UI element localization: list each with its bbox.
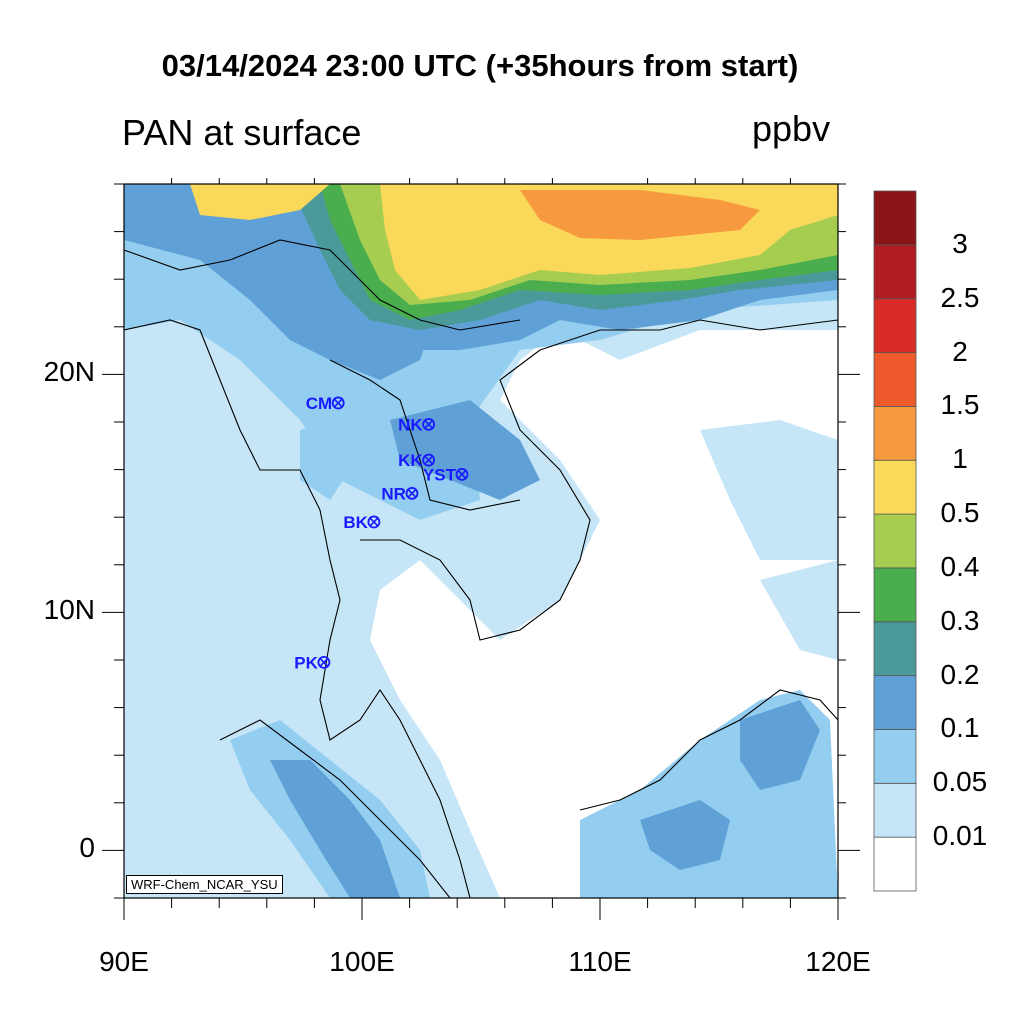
colorbar-swatch — [873, 567, 917, 623]
colorbar-label: 0.5 — [940, 497, 980, 529]
station-bk: BK — [343, 513, 381, 532]
station-marker-icon — [455, 467, 469, 481]
colorbar-swatch — [873, 782, 917, 838]
colorbar — [873, 190, 917, 892]
station-cm: CM — [306, 394, 345, 413]
colorbar-label: 1.5 — [940, 389, 980, 421]
station-label: BK — [343, 513, 368, 532]
station-pk: PK — [294, 653, 331, 672]
colorbar-swatch — [873, 244, 917, 300]
lat-tick-label: 20N — [43, 356, 95, 388]
variable-title: PAN at surface — [122, 112, 362, 153]
colorbar-swatch — [873, 513, 917, 569]
station-nk: NK — [398, 415, 436, 434]
station-nr: NR — [381, 484, 419, 503]
colorbar-swatch — [873, 621, 917, 677]
units-title: ppbv — [752, 108, 831, 149]
station-label: NR — [381, 484, 406, 503]
station-label: PK — [294, 653, 318, 672]
station-kk: KK — [398, 451, 436, 470]
plot-title: 03/14/2024 23:00 UTC (+35hours from star… — [161, 48, 799, 83]
lon-tick-label: 120E — [805, 946, 871, 977]
lon-tick-label: 110E — [568, 946, 632, 977]
colorbar-swatch — [873, 675, 917, 730]
colorbar-swatch — [873, 836, 917, 892]
station-marker-icon — [331, 396, 345, 410]
lon-tick-label: 100E — [329, 946, 395, 977]
colorbar-label: 3 — [952, 227, 968, 259]
coastlines — [124, 239, 838, 898]
colorbar-swatch — [873, 352, 917, 407]
station-label: YST — [423, 465, 457, 484]
model-credit: WRF-Chem_NCAR_YSU — [126, 875, 283, 894]
colorbar-label: 0.3 — [940, 604, 980, 636]
colorbar-label: 0.4 — [940, 550, 980, 582]
colorbar-swatch — [873, 405, 917, 461]
colorbar-label: 2 — [952, 335, 968, 367]
station-label: NK — [398, 415, 423, 434]
colorbar-swatch — [873, 298, 917, 353]
station-label: CM — [306, 394, 332, 413]
station-marker-icon — [405, 486, 419, 500]
colorbar-label: 2.5 — [940, 281, 980, 313]
colorbar-swatch — [873, 729, 917, 784]
colorbar-label: 1 — [952, 443, 968, 475]
station-marker-icon — [422, 453, 436, 467]
colorbar-label: 0.2 — [940, 658, 980, 690]
lon-tick-label: 90E — [99, 946, 149, 977]
station-marker-icon — [422, 417, 436, 431]
colorbar-label: 0.05 — [932, 766, 988, 798]
station-yst: YST — [423, 465, 469, 484]
lat-tick-label: 0 — [79, 832, 95, 864]
axis-ticks — [102, 178, 860, 920]
station-marker-icon — [317, 655, 331, 669]
colorbar-swatch — [873, 190, 917, 246]
colorbar-label: 0.01 — [932, 820, 988, 852]
colorbar-swatch — [873, 459, 917, 515]
station-label: KK — [398, 451, 423, 470]
lat-tick-label: 10N — [43, 594, 95, 626]
concentration-field — [124, 184, 838, 898]
station-marker-icon — [367, 515, 381, 529]
map-frame — [123, 183, 839, 899]
colorbar-label: 0.1 — [940, 712, 980, 744]
